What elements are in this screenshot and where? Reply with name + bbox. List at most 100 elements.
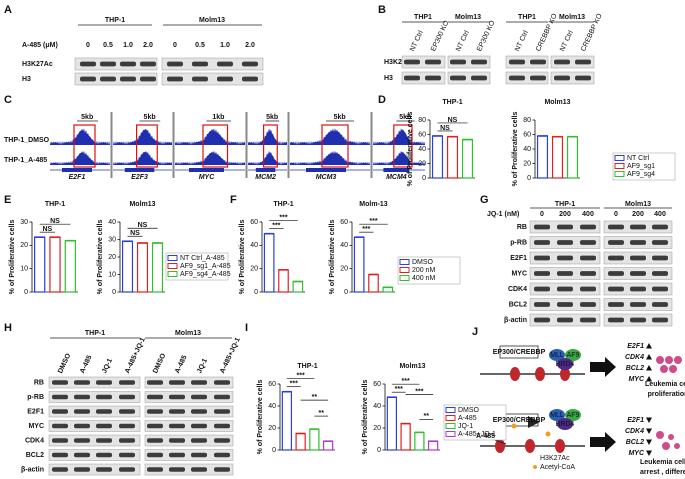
label: JQ-1 (nM) <box>487 211 519 218</box>
band <box>575 75 591 81</box>
label: CDK4 <box>25 437 44 444</box>
label: 200 <box>559 211 571 218</box>
label: MYC <box>628 450 645 457</box>
band <box>630 286 646 292</box>
band <box>147 452 163 458</box>
band <box>630 271 646 276</box>
bar <box>263 233 275 293</box>
band <box>169 452 185 458</box>
band <box>192 76 208 82</box>
band <box>169 394 185 400</box>
band <box>120 76 136 82</box>
y-tick-label: 40 <box>418 146 426 153</box>
label: proliferation <box>648 391 685 398</box>
label: CDK4 <box>508 286 527 293</box>
y-axis-label: % of Proliferative cells <box>97 220 104 295</box>
label: MYC <box>199 174 216 181</box>
band <box>169 438 185 443</box>
label: EP300 KO <box>476 19 497 52</box>
label: 200 <box>632 211 644 218</box>
label: BCL2 <box>626 439 644 446</box>
bar <box>400 423 411 451</box>
legend-swatch <box>614 155 625 161</box>
band <box>96 380 112 385</box>
chart-title: Molm13 <box>399 363 425 370</box>
band <box>74 438 90 443</box>
sig-label: NS <box>138 222 148 229</box>
sig-label: ** <box>424 413 430 420</box>
y-tick-label: 0 <box>344 289 348 296</box>
band <box>630 255 646 261</box>
legend-swatch <box>399 259 410 265</box>
band <box>608 255 624 261</box>
label: H3K27Ac <box>384 59 415 66</box>
band <box>630 224 646 230</box>
band <box>608 317 624 323</box>
label: BCL2 <box>26 452 44 459</box>
gene-model <box>189 168 224 172</box>
highlight-box <box>321 124 349 168</box>
y-tick-label: 80 <box>418 117 426 124</box>
chart-title: Molm13 <box>129 201 155 208</box>
label: 400 <box>582 211 594 218</box>
label: Leukemia cell cycle <box>640 459 685 466</box>
legend-label: DMSO <box>412 259 434 266</box>
y-tick-label: 20 <box>523 160 531 167</box>
label: 2.0 <box>143 42 153 49</box>
y-tick-label: 20 <box>20 242 28 249</box>
band <box>74 467 90 472</box>
band <box>191 423 207 429</box>
band <box>119 467 135 472</box>
label: CDK4 <box>625 428 644 435</box>
complex-box <box>499 345 539 359</box>
label: THP-1 <box>105 17 125 24</box>
band <box>80 76 96 82</box>
y-tick-label: 60 <box>340 219 348 226</box>
label: Acetyl-CoA <box>540 464 575 471</box>
legend-swatch <box>167 255 178 261</box>
band <box>217 76 233 82</box>
label: THP1 <box>518 14 536 21</box>
sig-label: NS <box>42 226 52 233</box>
band <box>100 61 116 67</box>
legend-swatch <box>614 163 625 169</box>
band <box>575 59 591 65</box>
chart-title: THP-1 <box>442 99 462 106</box>
band <box>557 224 573 230</box>
y-axis-label: % of Proliferative cells <box>362 380 369 455</box>
acetyl-coa <box>511 423 517 429</box>
label: RB <box>517 224 527 231</box>
band <box>147 409 163 414</box>
label: C <box>4 94 12 106</box>
blot <box>144 463 234 476</box>
label: EP300/CREBBP <box>493 349 546 356</box>
band <box>214 452 230 458</box>
label: MCM2 <box>255 174 276 181</box>
up-arrow <box>646 343 652 349</box>
band <box>147 438 163 443</box>
label: 1kb <box>212 114 224 121</box>
blot <box>550 55 595 69</box>
y-tick-label: 0 <box>112 289 116 296</box>
band <box>557 255 573 261</box>
track <box>113 151 172 165</box>
down-arrow <box>646 417 652 423</box>
nucleosome <box>535 367 545 381</box>
acetyl-coa <box>545 431 551 437</box>
track <box>175 150 245 165</box>
label: Molm13 <box>455 14 481 21</box>
band <box>557 271 573 276</box>
label: E2F1 <box>27 408 44 415</box>
band <box>580 302 596 307</box>
nucleosome <box>560 367 570 381</box>
band <box>192 61 208 67</box>
band <box>214 394 230 400</box>
band <box>652 255 668 261</box>
y-tick-label: 0 <box>527 175 531 182</box>
band <box>608 224 624 230</box>
label: E2F3 <box>131 174 148 181</box>
inhibitor-wedge <box>528 416 540 428</box>
y-tick-label: 20 <box>108 254 116 261</box>
gene-model <box>383 168 410 172</box>
label: THP-1 <box>85 330 105 337</box>
